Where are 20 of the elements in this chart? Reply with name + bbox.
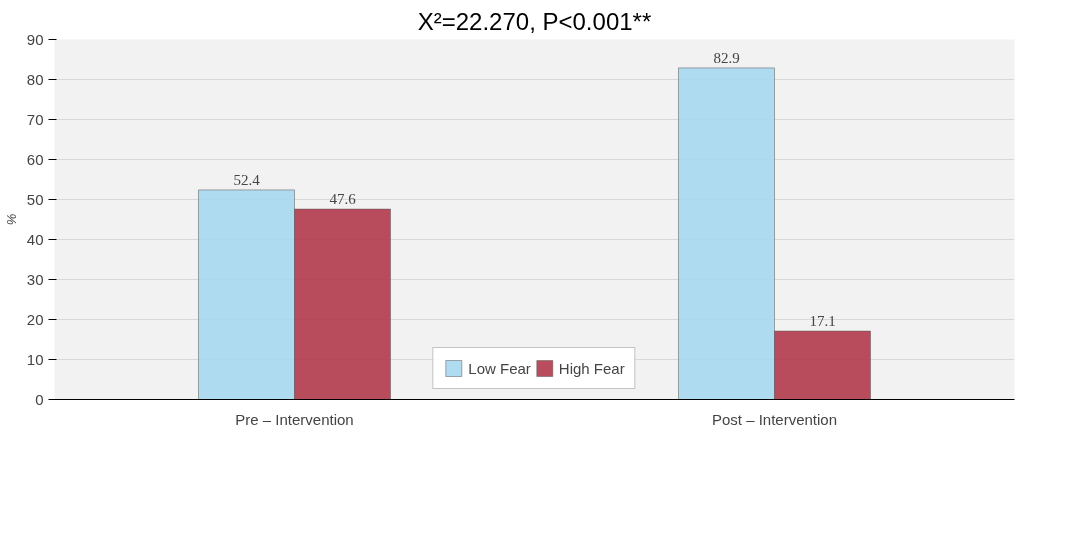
x-tick-label: Pre – Intervention: [235, 410, 354, 428]
y-tick-label: 20: [26, 310, 44, 328]
data-label: 82.9: [713, 49, 740, 66]
y-tick-label: 0: [35, 390, 44, 408]
chart-title: X²=22.270, P<0.001**: [417, 7, 652, 35]
y-tick-label: 30: [26, 270, 44, 288]
data-label: 52.4: [233, 171, 261, 188]
y-tick-label: 50: [26, 190, 44, 208]
y-tick-label: 80: [26, 70, 44, 88]
x-tick-label: Post – Intervention: [711, 410, 838, 428]
y-tick-label: 40: [26, 230, 44, 248]
y-tick-label: 90: [26, 30, 44, 48]
legend-label: Low Fear: [468, 359, 531, 377]
y-tick-label: 60: [26, 150, 44, 168]
legend-label: High Fear: [558, 359, 625, 377]
y-axis-title: %: [3, 213, 19, 226]
data-label: 17.1: [809, 313, 836, 330]
y-tick-label: 70: [26, 110, 44, 128]
y-tick-label: 10: [26, 350, 44, 368]
data-label: 47.6: [329, 191, 357, 208]
